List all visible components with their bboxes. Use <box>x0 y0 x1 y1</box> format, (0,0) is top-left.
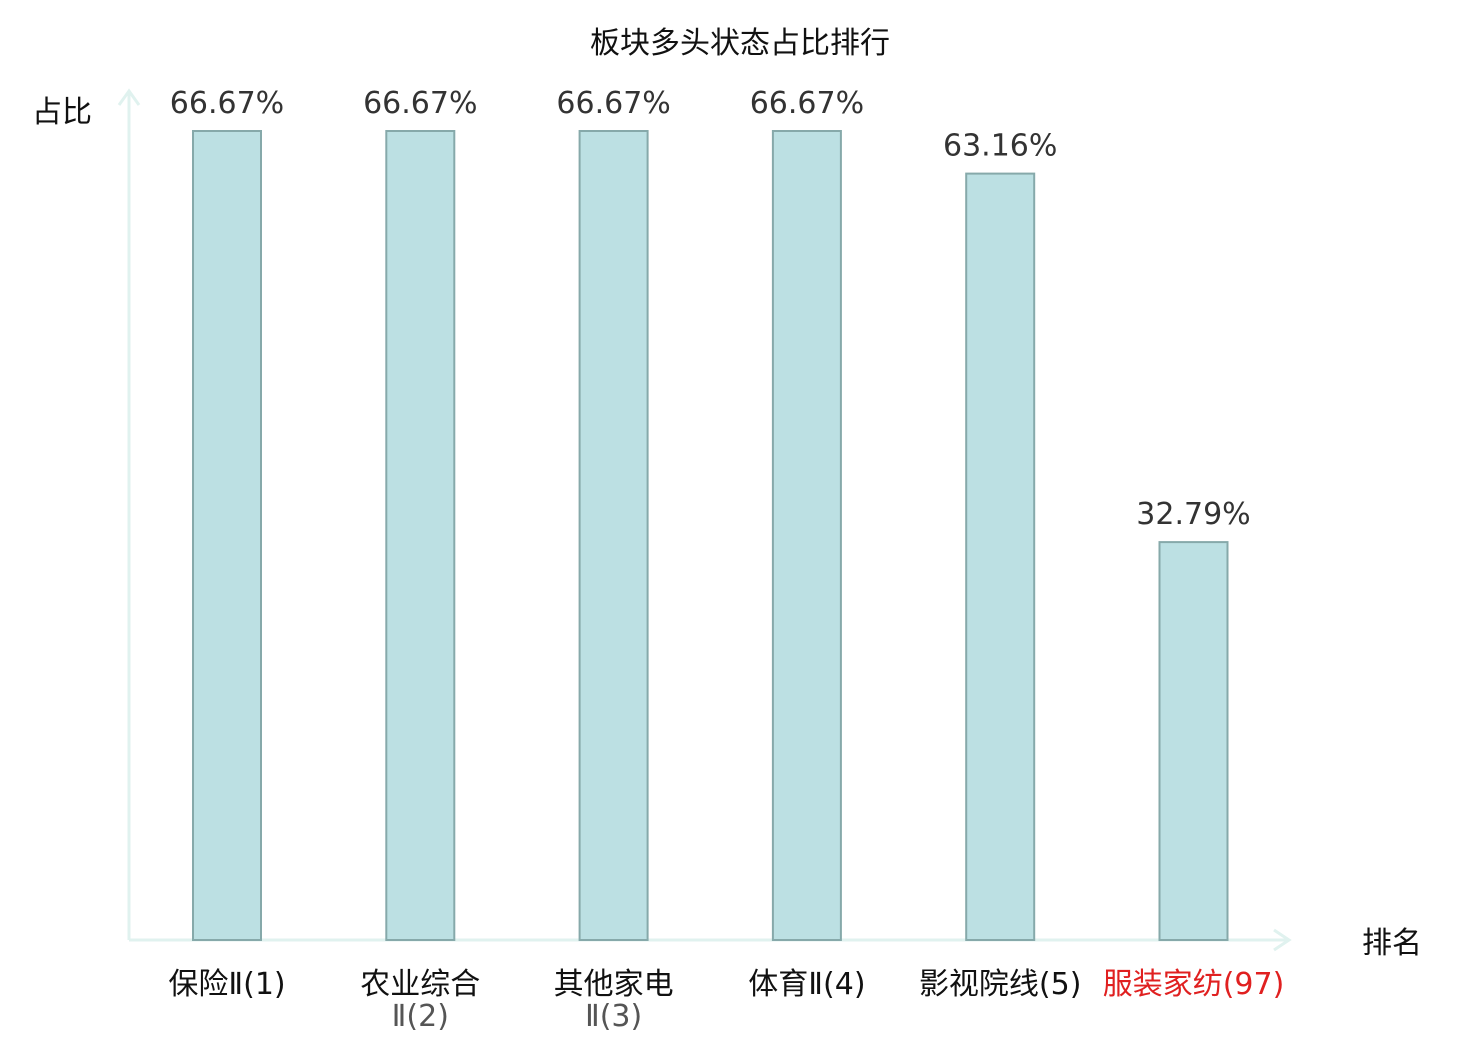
category-label: 其他家电 <box>554 967 674 1002</box>
bar <box>771 130 842 941</box>
value-label: 66.67% <box>170 86 284 121</box>
bar <box>192 130 262 941</box>
category-label: 保险Ⅱ(1) <box>168 967 285 1002</box>
category-label: 服装家纺(97) <box>1103 967 1285 1002</box>
bar <box>578 130 649 941</box>
category-label: 农业综合 <box>360 967 480 1002</box>
value-label: 66.67% <box>556 86 670 121</box>
x-axis-arrow <box>1273 928 1292 952</box>
value-label: 66.67% <box>363 86 477 121</box>
value-label: 66.67% <box>750 86 864 121</box>
y-axis-label: 占比 <box>32 95 92 130</box>
category-label: Ⅱ(2) <box>392 999 449 1034</box>
y-axis-arrow <box>117 88 141 106</box>
category-label: 体育Ⅱ(4) <box>748 967 865 1002</box>
bar <box>1158 541 1229 941</box>
value-label: 32.79% <box>1136 497 1250 532</box>
category-label: Ⅱ(3) <box>585 999 642 1034</box>
bar <box>385 130 456 941</box>
value-label: 63.16% <box>943 129 1057 164</box>
x-axis-label: 排名 <box>1362 926 1422 961</box>
bars-group <box>192 130 1229 942</box>
category-label: 影视院线(5) <box>919 967 1082 1002</box>
chart-title: 板块多头状态占比排行 <box>590 26 890 61</box>
bar <box>965 172 1036 942</box>
